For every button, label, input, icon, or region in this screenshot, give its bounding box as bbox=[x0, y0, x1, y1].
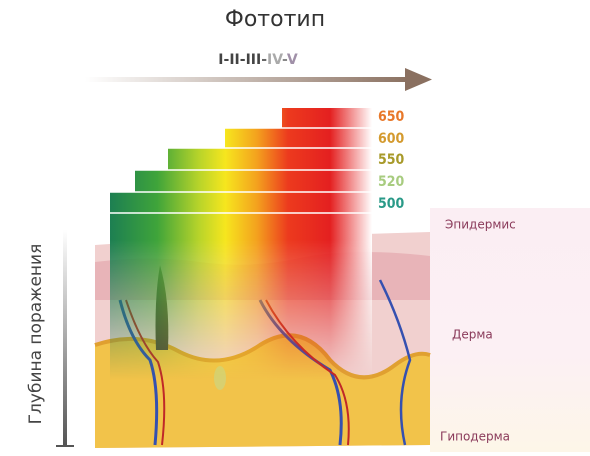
layer-label: Гиподерма bbox=[440, 430, 510, 444]
separator: - bbox=[282, 52, 288, 68]
separator: - bbox=[224, 52, 230, 68]
wavelength: 650 bbox=[378, 109, 405, 125]
phototype: II bbox=[229, 52, 239, 68]
separator: - bbox=[261, 52, 267, 68]
phototype-scale: I-II-III-IV-V bbox=[218, 52, 298, 68]
layer-label: Эпидермис bbox=[445, 218, 516, 232]
phototype: IV bbox=[267, 52, 283, 68]
phototype: V bbox=[287, 52, 298, 68]
axis-line bbox=[63, 230, 67, 445]
phototype: III bbox=[246, 52, 262, 68]
phototype: I bbox=[218, 52, 223, 68]
wavelength: 500 bbox=[378, 196, 405, 212]
vessel bbox=[378, 279, 412, 446]
phototype-arrow bbox=[85, 68, 432, 91]
wavelength: 550 bbox=[378, 152, 405, 168]
wavelength: 520 bbox=[378, 174, 405, 190]
separator: - bbox=[240, 52, 246, 68]
arrow-shaft bbox=[85, 77, 410, 82]
layer-panel bbox=[430, 208, 590, 452]
layer-label: Дерма bbox=[452, 328, 493, 342]
band-separators bbox=[110, 127, 372, 214]
spectrum-area bbox=[110, 108, 372, 390]
axis-label: Глубина поражения bbox=[26, 244, 46, 425]
title: Фототип bbox=[225, 7, 325, 32]
depth-axis bbox=[56, 230, 74, 447]
spectrum bbox=[110, 108, 372, 390]
wavelength: 600 bbox=[378, 131, 405, 147]
arrow-head bbox=[405, 68, 432, 91]
